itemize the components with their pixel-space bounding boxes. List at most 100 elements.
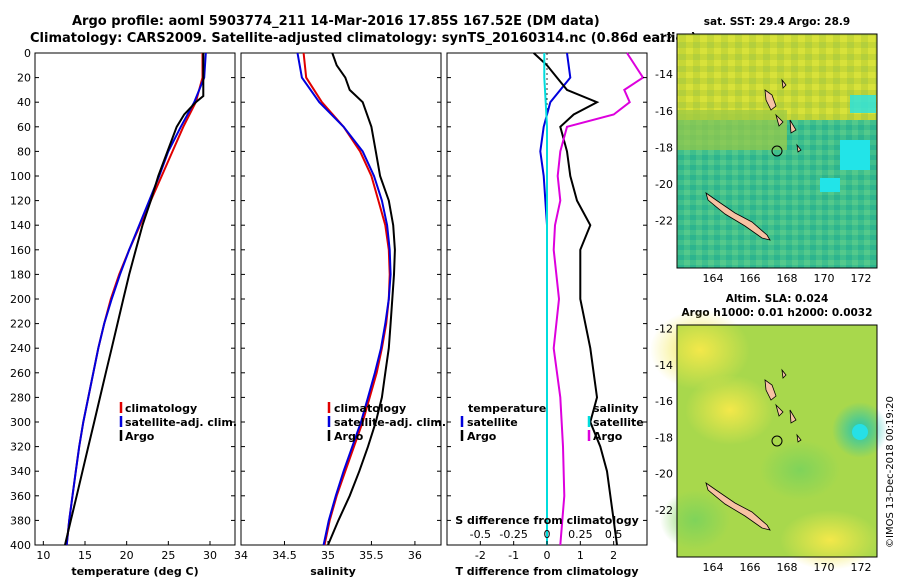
depth-tick-label: 0 <box>24 47 31 60</box>
vanuatu-islands <box>764 368 802 443</box>
legend-t-argo-label: Argo <box>467 430 497 443</box>
longitude-tick-label: 170 <box>814 272 835 285</box>
longitude-tick-label: 168 <box>777 272 798 285</box>
temperature-axis-label: temperature (deg C) <box>71 565 198 578</box>
sst-transition-field <box>677 110 787 150</box>
salinity-tick-label: 34 <box>234 549 248 562</box>
depth-tick-label: 140 <box>10 219 31 232</box>
latitude-tick-label: -20 <box>655 468 673 481</box>
salinity-tick-label: 35.5 <box>359 549 384 562</box>
latitude-tick-label: -14 <box>655 359 673 372</box>
new-caledonia-island <box>705 192 771 241</box>
legend-t-satellite-label: satellite <box>467 416 518 429</box>
salinity-axis-label: salinity <box>310 565 356 578</box>
sst-cold-patch <box>840 140 870 170</box>
s-diff-tick-label: 0 <box>544 528 551 541</box>
t-diff-tick-label: 2 <box>610 549 617 562</box>
longitude-tick-label: 164 <box>703 561 724 574</box>
longitude-tick-label: 170 <box>814 561 835 574</box>
legend-s-argo-label: Argo <box>593 430 623 443</box>
sla-low-core <box>852 424 868 440</box>
s-diff-satellite-line <box>543 53 548 545</box>
depth-axis: 0 20 40 60 80 100 120 140 160 180 200 220 240 260 280 3… <box>10 47 647 552</box>
latitude-tick-label: -22 <box>655 504 673 517</box>
salinity-tick-label: 35 <box>321 549 335 562</box>
sla-high-anomaly <box>685 375 775 445</box>
sla-high-anomaly <box>780 510 880 570</box>
longitude-tick-label: 172 <box>851 272 872 285</box>
legend-satellite-label: satellite-adj. clim. <box>125 416 237 429</box>
depth-tick-label: 120 <box>10 195 31 208</box>
temperature-panel <box>34 52 236 546</box>
difference-legend-right: salinity satellite Argo <box>587 402 644 443</box>
temperature-tick-label: 15 <box>78 549 92 562</box>
depth-tick-label: 60 <box>17 121 31 134</box>
sst-map <box>676 33 878 269</box>
sst-map-title: sat. SST: 29.4 Argo: 28.9 <box>704 16 850 28</box>
salinity-series-satellite-adj-clim- <box>296 52 392 546</box>
s-difference-axis-label: S difference from climatology <box>455 514 639 527</box>
map-axes: -12 -14 -16 -18 -20 -22 164 166 168 170 172 -12 -14 -… <box>655 32 871 574</box>
sla-map-title: Altim. SLA: 0.024 <box>726 293 829 305</box>
depth-tick-label: 260 <box>10 367 31 380</box>
t-difference-axis-label: T difference from climatology <box>455 565 638 578</box>
s-diff-argo-line <box>552 52 645 546</box>
depth-tick-label: 360 <box>10 490 31 503</box>
salinity-tick-label: 34.5 <box>272 549 297 562</box>
t-diff-tick-label: -1 <box>508 549 519 562</box>
x-axes: 10 15 20 25 30 34 34.5 35 35.5 36 -2 -1 0 1 2 -0.5 -0.25… <box>36 528 622 562</box>
latitude-tick-label: -12 <box>655 32 673 45</box>
sla-high-anomaly <box>650 310 750 390</box>
t-diff-tick-label: 1 <box>577 549 584 562</box>
salinity-series-argo <box>327 52 396 546</box>
temperature-tick-label: 10 <box>36 549 50 562</box>
longitude-tick-label: 166 <box>740 272 761 285</box>
latitude-tick-label: -18 <box>655 431 673 444</box>
depth-tick-label: 280 <box>10 391 31 404</box>
t-diff-argo-line <box>533 52 618 546</box>
s-diff-tick-label: 0.25 <box>568 528 593 541</box>
sla-map-subtitle: Argo h1000: 0.01 h2000: 0.0032 <box>682 307 873 319</box>
t-diff-tick-label: 0 <box>544 549 551 562</box>
legend-satellite-label: satellite-adj. clim. <box>334 416 446 429</box>
new-caledonia-island <box>705 482 771 531</box>
legend-argo-label: Argo <box>334 430 364 443</box>
legend-s-satellite-label: satellite <box>593 416 644 429</box>
longitude-tick-label: 168 <box>777 561 798 574</box>
latitude-tick-label: -16 <box>655 105 673 118</box>
s-diff-tick-label: -0.5 <box>470 528 491 541</box>
legend-temperature-heading: temperature <box>468 402 546 415</box>
salinity-panel <box>240 52 442 546</box>
imos-credit: ©IMOS 13-Dec-2018 00:19:20 <box>885 396 896 548</box>
t-diff-tick-label: -2 <box>475 549 486 562</box>
salinity-legend: climatology satellite-adj. clim. Argo <box>327 402 446 443</box>
figure-title-line2: Climatology: CARS2009. Satellite-adjuste… <box>30 31 697 46</box>
latitude-tick-label: -20 <box>655 178 673 191</box>
temperature-tick-label: 30 <box>203 549 217 562</box>
legend-salinity-heading: salinity <box>593 402 639 415</box>
depth-tick-label: 200 <box>10 293 31 306</box>
sla-map-frame <box>676 324 878 558</box>
temperature-series-argo <box>64 53 205 546</box>
sst-cold-patch <box>820 178 840 192</box>
sla-map <box>650 310 888 570</box>
temperature-legend: climatology satellite-adj. clim. Argo <box>119 402 237 443</box>
latitude-tick-label: -18 <box>655 141 673 154</box>
longitude-tick-label: 164 <box>703 272 724 285</box>
depth-tick-label: 220 <box>10 318 31 331</box>
depth-tick-label: 160 <box>10 244 31 257</box>
sla-mid-anomaly <box>760 440 840 500</box>
longitude-tick-label: 172 <box>851 561 872 574</box>
argo-float-location-marker <box>771 435 783 447</box>
latitude-tick-label: -14 <box>655 68 673 81</box>
latitude-tick-label: -12 <box>655 323 673 336</box>
latitude-tick-label: -16 <box>655 395 673 408</box>
argo-float-location-marker <box>771 145 783 157</box>
depth-tick-label: 400 <box>10 539 31 552</box>
salinity-tick-label: 36 <box>408 549 422 562</box>
depth-tick-label: 380 <box>10 514 31 527</box>
figure-title-line1: Argo profile: aoml 5903774_211 14-Mar-20… <box>72 14 600 29</box>
depth-tick-label: 180 <box>10 268 31 281</box>
latitude-tick-label: -22 <box>655 214 673 227</box>
